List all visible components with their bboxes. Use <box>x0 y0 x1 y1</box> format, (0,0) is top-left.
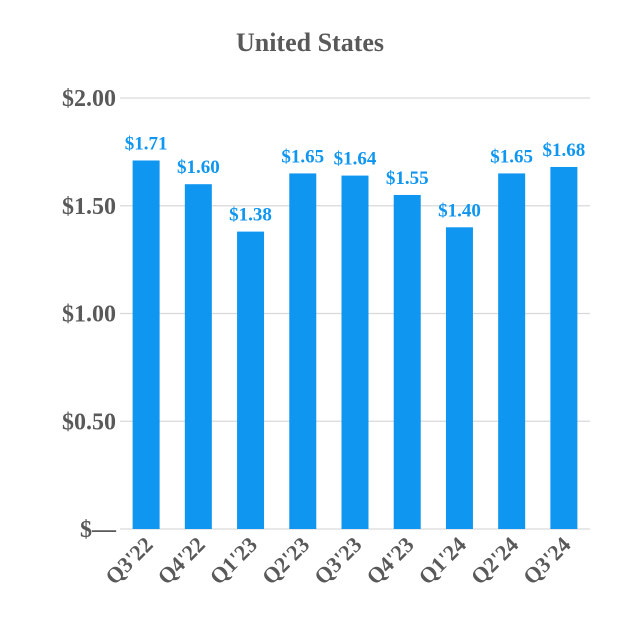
data-label: $1.40 <box>438 200 481 221</box>
data-label: $1.38 <box>229 205 272 226</box>
bar <box>445 227 473 530</box>
data-label: $1.65 <box>490 146 533 167</box>
data-label: $1.60 <box>177 157 220 178</box>
data-labels: $1.71 $1.60 $1.38 $1.65 $1.64 $1.55 $1.40 $1.65… <box>125 133 586 225</box>
data-label: $1.55 <box>386 168 429 189</box>
bar <box>550 166 578 529</box>
y-tick-label: $— <box>80 517 117 543</box>
x-tick-label: Q1'23 <box>205 532 262 589</box>
bars <box>132 160 578 530</box>
data-label: $1.68 <box>543 140 586 161</box>
bar <box>393 194 421 529</box>
bar <box>341 175 369 529</box>
y-tick-label: $1.50 <box>62 194 116 220</box>
bar <box>289 173 317 530</box>
y-tick-label: $1.00 <box>62 302 116 328</box>
bar <box>132 160 160 529</box>
bar <box>237 231 265 530</box>
y-tick-label: $0.50 <box>62 409 116 435</box>
data-label: $1.71 <box>125 133 168 154</box>
bar <box>498 173 526 530</box>
x-tick-label: Q1'24 <box>414 532 471 589</box>
chart-title: United States <box>235 28 385 57</box>
y-tick-label: $2.00 <box>62 86 116 112</box>
data-label: $1.64 <box>334 149 377 170</box>
x-tick-label: Q4'22 <box>152 532 209 589</box>
x-tick-label: Q2'24 <box>466 532 523 589</box>
data-label: $1.65 <box>281 146 324 167</box>
bar <box>184 184 212 529</box>
x-tick-label: Q3'24 <box>518 532 575 589</box>
x-tick-label: Q4'23 <box>361 532 418 589</box>
x-tick-label: Q3'23 <box>309 532 366 589</box>
x-axis-ticks: Q3'22Q4'22Q1'23Q2'23Q3'23Q4'23Q1'24Q2'24… <box>100 532 575 589</box>
x-tick-label: Q2'23 <box>257 532 314 589</box>
y-axis-ticks: $— $0.50 $1.00 $1.50 $2.00 <box>62 86 117 543</box>
